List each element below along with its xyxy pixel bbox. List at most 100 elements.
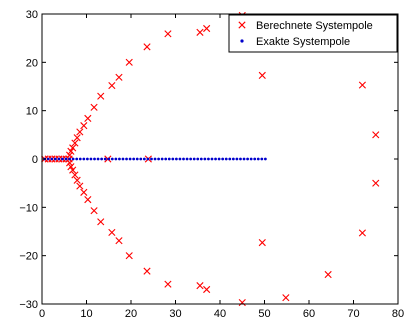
data-point-x [90,207,98,215]
x-tick-label: 80 [392,308,404,320]
data-point-dot [221,157,225,161]
data-point-x [324,270,332,279]
y-tick-label: 30 [26,9,38,21]
data-point-x [71,139,79,147]
legend: Berechnete Systempole Exakte Systempole [228,14,398,53]
data-point-x [76,182,84,190]
data-point-dot [50,157,54,161]
data-point-x [196,282,204,290]
legend-label: Exakte Systempole [256,36,350,48]
data-point-x [69,144,77,152]
data-point-x [143,267,151,275]
data-point-x [203,24,211,33]
data-point-dot [150,157,153,161]
series-berechnete [41,11,380,307]
data-point-dot [64,157,68,161]
data-point-dot [217,157,221,161]
data-point-dot [82,157,86,161]
data-point-dot [132,157,136,161]
data-point-dot [114,157,118,161]
data-point-dot [178,157,182,161]
data-point-dot [210,157,214,161]
data-point-dot [121,157,125,161]
data-point-dot [249,157,253,161]
data-point-x [90,103,98,111]
data-point-dot [135,157,139,161]
data-point-dot [167,157,171,161]
data-point-x [164,30,172,38]
data-point-dot [110,157,114,161]
data-point-x [203,285,211,294]
data-point-dot [185,157,189,161]
data-point-dot [157,157,160,161]
data-point-dot [164,157,168,161]
data-point-dot [256,157,260,161]
data-point-x [125,58,133,66]
plot-marks [41,11,380,307]
data-point-dot [253,157,257,161]
data-point-dot [107,157,111,161]
legend-label: Berechnete Systempole [256,20,373,32]
data-point-x [108,81,116,90]
legend-box [228,14,398,53]
data-point-dot [68,157,71,161]
data-point-x [143,43,151,51]
data-point-x [372,131,380,139]
data-point-x [164,280,172,288]
data-point-x [73,134,81,142]
data-point-dot [224,157,228,161]
data-point-dot [260,157,264,161]
x-tick-label: 20 [125,308,137,320]
data-point-x [115,73,123,81]
data-point-dot [214,157,217,161]
data-point-dot [125,157,128,161]
data-point-dot [160,157,164,161]
y-tick-label: −20 [19,251,38,263]
series-exakte [43,157,267,161]
data-point-dot [61,157,64,161]
data-point-dot [96,157,100,161]
data-point-dot [128,157,132,161]
data-point-dot [118,157,121,161]
data-point-dot [228,157,232,161]
data-point-x [358,229,366,237]
y-tick-label: 20 [26,57,38,69]
data-point-dot [196,157,200,161]
data-point-dot [85,157,89,161]
data-point-dot [139,157,143,161]
data-point-x [73,176,81,184]
data-point-x [71,171,79,179]
data-point-dot [100,157,104,161]
data-point-dot [93,157,96,161]
legend-marker-x [238,21,246,29]
data-point-x [196,28,204,36]
data-point-dot [174,157,178,161]
x-tick-label: 70 [347,308,359,320]
data-point-dot [46,157,50,161]
data-point-x [108,228,116,237]
data-point-x [67,163,75,171]
data-point-dot [75,157,79,161]
x-tick-label: 0 [39,308,45,320]
y-tick-label: 0 [32,154,38,166]
data-point-x [125,252,133,260]
x-tick-label: 10 [80,308,92,320]
data-point-dot [57,157,61,161]
data-point-dot [153,157,157,161]
data-point-x [358,81,366,89]
data-point-x [69,166,77,174]
data-point-x [67,147,75,155]
data-point-dot [199,157,203,161]
data-point-x [258,71,266,79]
data-point-x [76,128,84,136]
data-point-x [258,239,266,247]
data-point-x [80,188,88,196]
data-point-x [115,237,123,245]
data-point-dot [246,157,249,161]
x-tick-label: 30 [169,308,181,320]
y-tick-label: 10 [26,106,38,118]
data-point-x [84,114,92,122]
x-tick-label: 40 [214,308,226,320]
data-point-dot [192,157,196,161]
